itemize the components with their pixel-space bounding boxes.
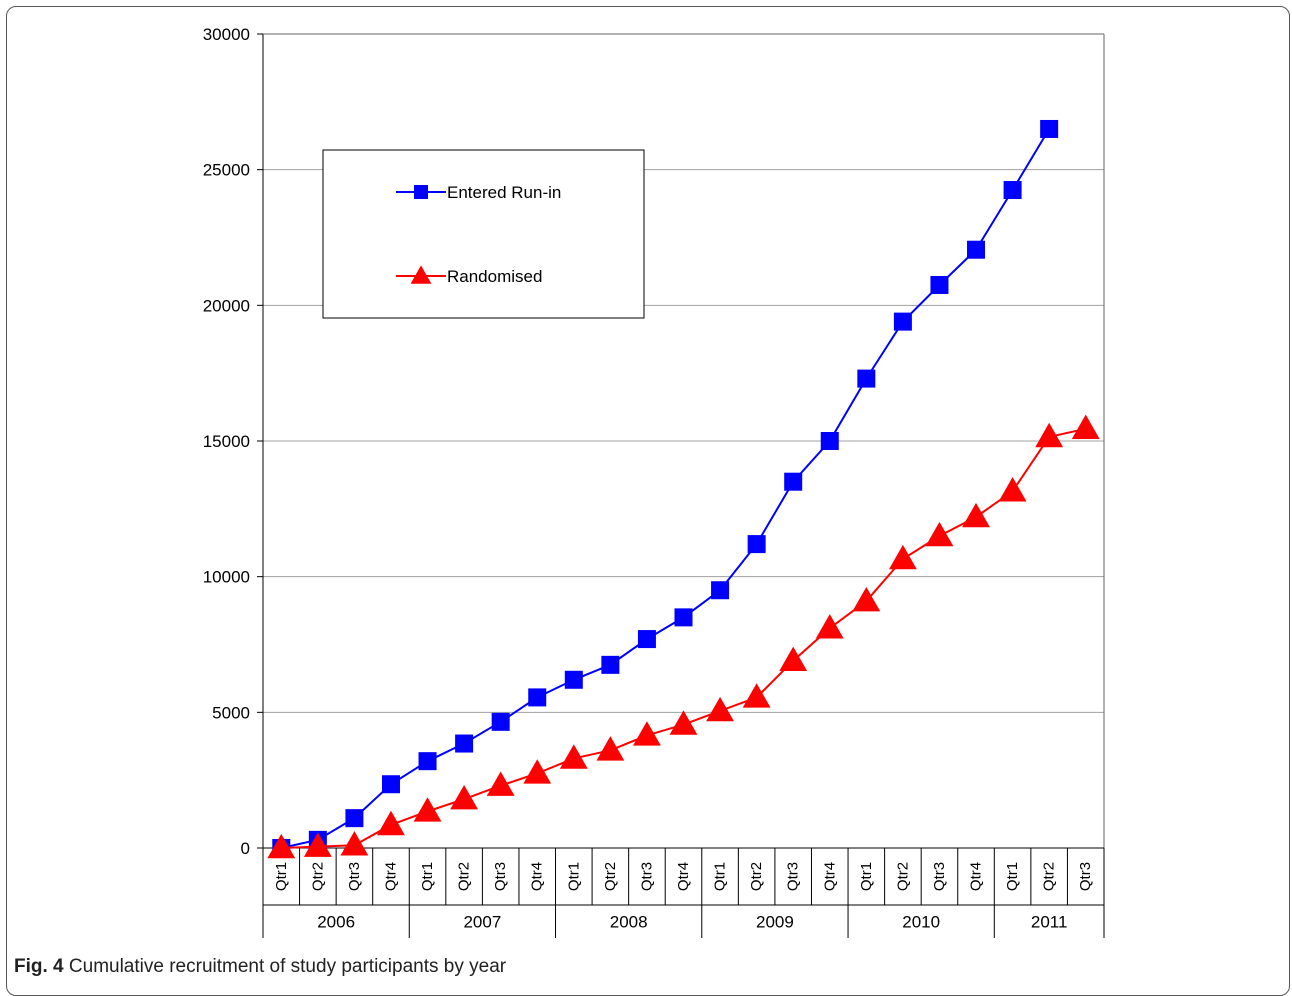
x-tick-label: Qtr2 (748, 862, 765, 891)
x-group-label: 2011 (1031, 913, 1068, 932)
y-tick-label: 10000 (203, 568, 250, 587)
x-tick-label: Qtr3 (1077, 862, 1094, 891)
legend-label-randomised: Randomised (447, 267, 542, 286)
randomised-point (925, 521, 954, 547)
entered-run-in-point (418, 752, 437, 771)
y-tick-label: 0 (241, 839, 250, 858)
entered-run-in-point (564, 670, 583, 689)
entered-run-in-point (930, 275, 949, 294)
x-tick-label: Qtr1 (419, 862, 436, 891)
legend-marker-entered-run-in (414, 185, 428, 199)
y-tick-label: 15000 (203, 432, 250, 451)
entered-run-in-point (528, 688, 547, 707)
entered-run-in-point (601, 655, 620, 674)
x-tick-label: Qtr4 (675, 862, 692, 891)
x-tick-label: Qtr1 (1004, 862, 1021, 891)
entered-run-in-point (674, 608, 693, 627)
randomised-point (888, 544, 917, 570)
x-tick-label: Qtr3 (931, 862, 948, 891)
x-tick-label: Qtr3 (492, 862, 509, 891)
y-tick-label: 30000 (203, 25, 250, 44)
randomised-point (706, 696, 734, 722)
x-tick-label: Qtr4 (821, 862, 838, 891)
x-tick-label: Qtr4 (529, 862, 546, 891)
x-group-label: 2009 (756, 913, 794, 932)
entered-run-in-point (893, 312, 912, 331)
entered-run-in-point (820, 432, 839, 450)
randomised-point (413, 797, 442, 822)
legend-box (322, 149, 645, 319)
x-tick-label: Qtr2 (1041, 862, 1058, 891)
y-tick-label: 20000 (203, 296, 250, 315)
randomised-point (596, 736, 625, 761)
randomised-point (559, 744, 588, 769)
entered-run-in-point (637, 630, 656, 649)
y-axis: 0 5000 10000 15000 20000 25000 30000 (203, 25, 1105, 858)
entered-run-in-point (1040, 119, 1059, 138)
randomised-point (742, 683, 771, 708)
x-group-label: 2006 (317, 913, 355, 932)
x-tick-label: Qtr3 (785, 862, 802, 891)
randomised-line (281, 427, 1086, 849)
entered-run-in-line (281, 128, 1051, 849)
x-group-label: 2007 (463, 913, 501, 932)
x-tick-label: Qtr1 (712, 862, 729, 891)
y-tick-label: 5000 (212, 703, 250, 722)
x-axis: Qtr1 Qtr2 Qtr3 Qtr4 Qtr1 Qtr2 Qtr3 Qtr4 Qtr1 Qtr2… (262, 847, 1105, 938)
x-group-label: 2010 (902, 913, 940, 932)
randomised-point (815, 614, 844, 639)
entered-run-in-point (967, 240, 986, 259)
x-tick-label: Qtr3 (346, 862, 363, 891)
x-group-label: 2008 (610, 913, 648, 932)
randomised-point (450, 785, 479, 810)
randomised-point (340, 831, 369, 856)
x-tick-label: Qtr3 (638, 862, 655, 891)
figure-caption: Fig. 4 Cumulative recruitment of study p… (14, 956, 506, 978)
x-tick-label: Qtr4 (382, 862, 399, 891)
randomised-point (669, 710, 698, 735)
x-tick-label: Qtr4 (968, 862, 985, 891)
x-tick-label: Qtr2 (309, 862, 326, 891)
entered-run-in-point (857, 369, 876, 388)
randomised-point (852, 586, 881, 612)
randomised-point (779, 646, 808, 672)
randomised-point (523, 759, 552, 784)
entered-run-in-point (345, 809, 364, 828)
randomised-point (1071, 414, 1100, 440)
x-tick-label: Qtr1 (858, 862, 875, 891)
y-tick-label: 25000 (203, 161, 250, 180)
x-tick-label: Qtr1 (565, 862, 582, 891)
randomised-point (998, 477, 1027, 502)
legend: Entered Run-in Randomised (322, 149, 645, 319)
x-tick-label: Qtr2 (602, 862, 619, 891)
caption-text: Cumulative recruitment of study particip… (68, 956, 507, 977)
x-tick-label: Qtr2 (894, 862, 911, 891)
legend-marker-randomised (410, 265, 432, 284)
randomised-point (633, 721, 661, 746)
entered-run-in-point (491, 712, 510, 731)
entered-run-in-point (711, 581, 730, 600)
x-tick-label: Qtr2 (456, 862, 473, 891)
randomised-point (303, 832, 332, 857)
randomised-point (377, 810, 405, 836)
legend-label-entered-run-in: Entered Run-in (447, 183, 561, 202)
x-tick-label: Qtr1 (273, 862, 290, 891)
plot-area (267, 119, 1100, 859)
entered-run-in-point (455, 734, 474, 753)
entered-run-in-point (381, 775, 400, 794)
entered-run-in-point (1003, 181, 1022, 200)
randomised-point (962, 502, 990, 528)
randomised-point (486, 771, 515, 796)
caption-label: Fig. 4 (14, 956, 64, 977)
entered-run-in-point (784, 472, 803, 491)
randomised-point (1035, 422, 1064, 448)
randomised-point (267, 833, 296, 859)
entered-run-in-point (747, 535, 766, 554)
